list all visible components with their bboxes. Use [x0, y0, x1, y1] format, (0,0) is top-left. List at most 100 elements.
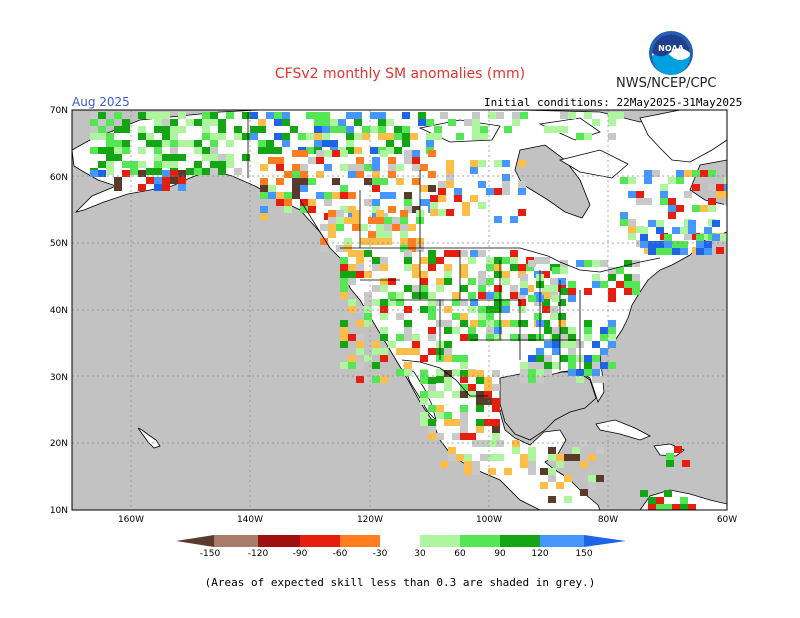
anomaly-cell: [420, 278, 428, 285]
anomaly-cell: [380, 355, 388, 362]
anomaly-cell: [552, 348, 560, 355]
anomaly-cell: [356, 306, 364, 313]
anomaly-cell: [620, 177, 628, 184]
anomaly-cell: [202, 126, 210, 133]
anomaly-cell: [648, 220, 656, 227]
anomaly-cell: [404, 348, 412, 355]
anomaly-cell: [494, 334, 502, 341]
anomaly-cell: [520, 461, 528, 468]
anomaly-cell: [632, 274, 640, 281]
anomaly-cell: [356, 257, 364, 264]
anomaly-cell: [468, 391, 476, 398]
anomaly-cell: [468, 257, 476, 264]
anomaly-cell: [584, 288, 592, 295]
anomaly-cell: [364, 320, 372, 327]
anomaly-cell: [720, 234, 727, 241]
anomaly-cell: [420, 185, 428, 192]
anomaly-cell: [162, 126, 170, 133]
anomaly-cell: [316, 171, 324, 178]
anomaly-cell: [202, 147, 210, 154]
anomaly-cell: [460, 426, 468, 433]
anomaly-cell: [372, 257, 380, 264]
anomaly-cell: [290, 126, 298, 133]
anomaly-cell: [520, 112, 528, 119]
anomaly-cell: [560, 267, 568, 274]
anomaly-cell: [628, 233, 636, 240]
anomaly-cell: [550, 306, 558, 313]
anomaly-cell: [528, 468, 536, 475]
anomaly-cell: [356, 334, 364, 341]
anomaly-cell: [468, 433, 476, 440]
anomaly-cell: [560, 112, 568, 119]
anomaly-cell: [146, 133, 154, 140]
anomaly-cell: [162, 161, 170, 168]
anomaly-cell: [426, 119, 434, 126]
anomaly-cell: [428, 150, 436, 157]
anomaly-cell: [388, 341, 396, 348]
anomaly-cell: [380, 150, 388, 157]
anomaly-cell: [608, 334, 616, 341]
anomaly-cell: [260, 164, 268, 171]
anomaly-cell: [632, 288, 640, 295]
anomaly-cell: [434, 126, 442, 133]
anomaly-cell: [444, 377, 452, 384]
anomaly-cell: [428, 185, 436, 192]
anomaly-cell: [502, 278, 510, 285]
anomaly-cell: [106, 133, 114, 140]
anomaly-cell: [478, 250, 486, 257]
anomaly-cell: [556, 454, 564, 461]
anomaly-cell: [452, 250, 460, 257]
anomaly-cell: [324, 199, 332, 206]
anomaly-cell: [534, 299, 542, 306]
anomaly-cell: [428, 327, 436, 334]
anomaly-cell: [478, 160, 486, 167]
anomaly-cell: [368, 217, 376, 224]
anomaly-cell: [448, 119, 456, 126]
anomaly-cell: [260, 185, 268, 192]
anomaly-cell: [470, 167, 478, 174]
anomaly-cell: [494, 292, 502, 299]
anomaly-cell: [428, 419, 436, 426]
anomaly-cell: [420, 419, 428, 426]
legend-box-0: [214, 535, 258, 547]
anomaly-cell: [404, 369, 412, 376]
anomaly-cell: [568, 369, 576, 376]
anomaly-cell: [328, 224, 336, 231]
anomaly-cell: [568, 334, 576, 341]
anomaly-cell: [600, 362, 608, 369]
anomaly-cell: [416, 245, 424, 252]
anomaly-cell: [536, 348, 544, 355]
legend-label-8: 120: [531, 549, 548, 559]
anomaly-cell: [480, 454, 488, 461]
anomaly-cell: [90, 126, 98, 133]
anomaly-cell: [544, 369, 552, 376]
anomaly-cell: [284, 206, 292, 213]
anomaly-cell: [672, 241, 680, 248]
anomaly-cell: [584, 355, 592, 362]
anomaly-cell: [494, 320, 502, 327]
anomaly-cell: [464, 454, 472, 461]
anomaly-cell: [644, 198, 652, 205]
anomaly-cell: [492, 405, 500, 412]
anomaly-cell: [404, 285, 412, 292]
anomaly-cell: [356, 164, 364, 171]
anomaly-cell: [356, 271, 364, 278]
anomaly-cell: [138, 126, 146, 133]
anomaly-cell: [536, 362, 544, 369]
anomaly-cell: [676, 177, 684, 184]
anomaly-cell: [592, 376, 600, 383]
anomaly-cell: [412, 341, 420, 348]
anomaly-cell: [430, 202, 438, 209]
anomaly-cell: [478, 278, 486, 285]
anomaly-cell: [186, 168, 194, 175]
anomaly-cell: [600, 281, 608, 288]
anomaly-cell: [330, 126, 338, 133]
lon-labels: 160W 140W 120W 100W 80W 60W: [118, 515, 737, 525]
anomaly-cell: [576, 260, 584, 267]
anomaly-cell: [372, 348, 380, 355]
anomaly-cell: [404, 264, 412, 271]
anomaly-cell: [274, 147, 282, 154]
anomaly-cell: [202, 168, 210, 175]
anomaly-cell: [284, 192, 292, 199]
anomaly-cell: [356, 341, 364, 348]
